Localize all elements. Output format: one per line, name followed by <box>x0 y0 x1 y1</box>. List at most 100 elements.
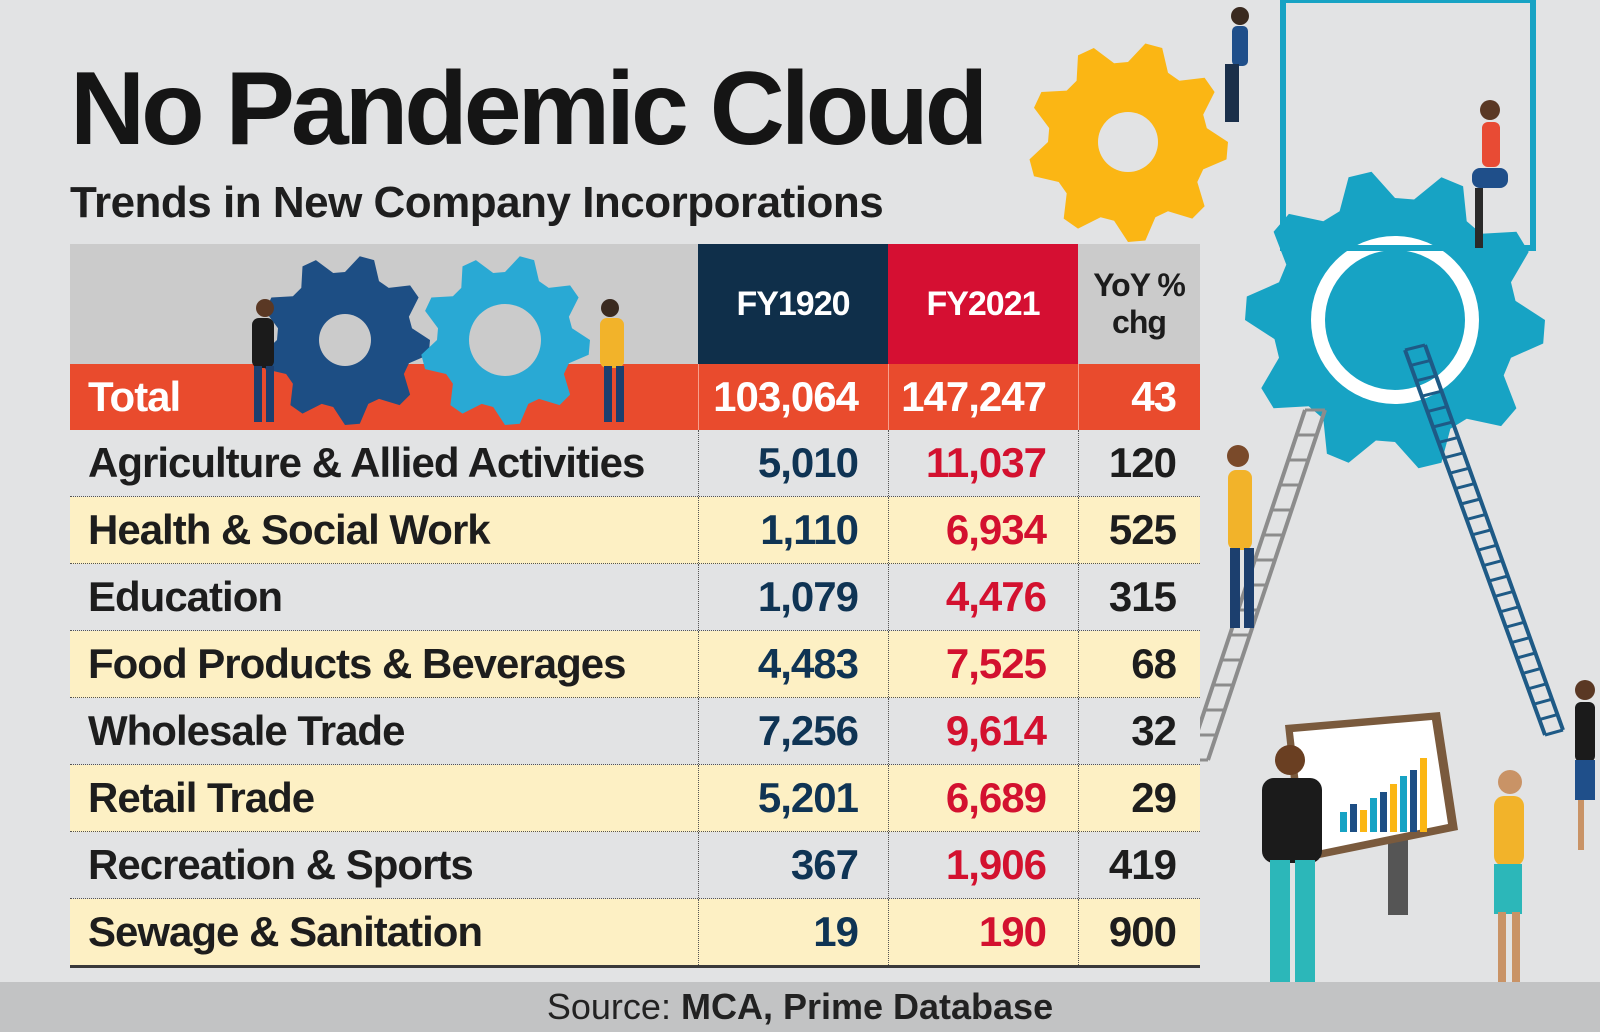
total-fy1920: 103,064 <box>713 373 859 420</box>
board-bar <box>1380 792 1387 832</box>
board-bar <box>1410 770 1417 832</box>
row-label: Retail Trade <box>88 774 315 821</box>
ladder-rung <box>1505 620 1525 629</box>
chart-subtitle: Trends in New Company Incorporations <box>70 178 884 227</box>
row-yoy: 29 <box>1131 774 1177 821</box>
yellow-gear-icon <box>1029 43 1228 242</box>
row-label: Agriculture & Allied Activities <box>88 439 645 486</box>
row-fy1920: 19 <box>813 908 859 955</box>
row-yoy: 120 <box>1108 439 1177 486</box>
ladder-rung <box>1443 451 1465 460</box>
ladder-rung <box>1539 713 1558 722</box>
person-right-edge-icon <box>1575 680 1595 850</box>
board-bar <box>1350 804 1357 832</box>
ladder-rung <box>1516 651 1536 660</box>
row-fy1920: 5,201 <box>757 774 859 821</box>
presentation-board-icon <box>1285 712 1458 915</box>
total-yoy: 43 <box>1131 373 1177 420</box>
total-row: Total 103,064 147,247 43 <box>70 364 1200 430</box>
row-label: Recreation & Sports <box>88 841 474 888</box>
row-label: Food Products & Beverages <box>88 640 626 687</box>
person-presenter-icon <box>1262 745 1322 990</box>
column-header-fy1920: FY1920 <box>698 244 888 364</box>
row-fy2021: 9,614 <box>945 707 1047 754</box>
ladder-rung <box>1499 605 1520 614</box>
ladder-rung <box>1533 697 1553 706</box>
header-illustration-area <box>70 244 698 364</box>
ladder-rung <box>1488 574 1509 583</box>
row-fy2021: 7,525 <box>945 640 1047 687</box>
board-bar <box>1360 810 1367 832</box>
person-laptop-icon <box>1472 100 1508 248</box>
row-fy2021: 190 <box>978 908 1047 955</box>
teal-gear-icon <box>1245 171 1545 469</box>
ladder-right-icon <box>1403 344 1565 736</box>
row-fy2021: 6,689 <box>945 774 1047 821</box>
row-yoy: 419 <box>1108 841 1177 888</box>
row-yoy: 900 <box>1108 908 1177 955</box>
ladder-rung <box>1477 543 1498 552</box>
ladder-rung <box>1404 343 1426 352</box>
row-yoy: 32 <box>1131 707 1177 754</box>
row-fy1920: 7,256 <box>757 707 859 754</box>
total-fy2021: 147,247 <box>901 373 1047 420</box>
source-note: Source: MCA, Prime Database <box>0 982 1600 1032</box>
board-bar <box>1340 812 1347 832</box>
ladder-rung <box>1471 528 1492 537</box>
ladder-rung <box>1466 512 1487 521</box>
ladder-rung <box>1544 728 1564 737</box>
hanging-frame-icon <box>1280 0 1536 251</box>
ladder-rung <box>1483 559 1503 568</box>
row-label: Education <box>88 573 283 620</box>
table-row: Retail Trade 5,201 6,689 29 <box>70 765 1200 832</box>
source-text: MCA, Prime Database <box>680 986 1054 1027</box>
table-row: Education 1,079 4,476 315 <box>70 564 1200 631</box>
row-fy2021: 1,906 <box>945 841 1047 888</box>
table-row: Wholesale Trade 7,256 9,614 32 <box>70 698 1200 765</box>
table-row: Health & Social Work 1,110 6,934 525 <box>70 497 1200 564</box>
row-yoy: 525 <box>1108 506 1177 553</box>
ladder-rung <box>1455 482 1476 491</box>
row-fy1920: 367 <box>790 841 859 888</box>
ladder-rung <box>1522 666 1542 675</box>
ladder-rung <box>1527 682 1547 691</box>
ladder-rung <box>1438 435 1459 444</box>
row-fy1920: 1,079 <box>757 573 859 620</box>
column-header-fy2021: FY2021 <box>888 244 1078 364</box>
row-label: Sewage & Sanitation <box>88 908 483 955</box>
ladder-rung <box>1494 589 1514 598</box>
board-bar <box>1400 776 1407 832</box>
row-fy1920: 5,010 <box>757 439 859 486</box>
row-fy2021: 11,037 <box>925 439 1047 486</box>
board-bar <box>1370 798 1377 832</box>
ladder-rung <box>1415 374 1437 383</box>
table-row: Recreation & Sports 367 1,906 419 <box>70 832 1200 899</box>
row-yoy: 315 <box>1108 573 1177 620</box>
ladder-rung <box>1460 497 1481 506</box>
data-table: FY1920 FY2021 YoY % chg Total 103,064 14… <box>70 244 1200 968</box>
source-label: Source: <box>546 986 671 1027</box>
column-header-yoy: YoY % chg <box>1078 244 1200 364</box>
total-label: Total <box>88 373 181 420</box>
yoy-header-line2: chg <box>1112 304 1167 340</box>
row-fy2021: 6,934 <box>945 506 1047 553</box>
row-fy1920: 4,483 <box>757 640 859 687</box>
person-listener-icon <box>1494 770 1524 988</box>
ladder-rung <box>1427 405 1448 414</box>
board-bar <box>1420 758 1427 832</box>
chart-title: No Pandemic Cloud <box>70 51 988 167</box>
source-bar: Source: MCA, Prime Database <box>0 982 1600 1032</box>
row-fy2021: 4,476 <box>945 573 1047 620</box>
table-row: Agriculture & Allied Activities 5,010 11… <box>70 430 1200 497</box>
row-fy1920: 1,110 <box>760 506 859 553</box>
table-row: Food Products & Beverages 4,483 7,525 68 <box>70 631 1200 698</box>
yoy-header-line1: YoY % <box>1093 267 1186 304</box>
person-on-ladder-icon <box>1227 445 1254 628</box>
ladder-rung <box>1410 358 1431 367</box>
table-header-row: FY1920 FY2021 YoY % chg <box>70 244 1200 364</box>
ladder-rung <box>1449 466 1470 475</box>
ladder-rung <box>1511 636 1531 645</box>
ladder-rung <box>1432 420 1453 429</box>
row-yoy: 68 <box>1131 640 1177 687</box>
